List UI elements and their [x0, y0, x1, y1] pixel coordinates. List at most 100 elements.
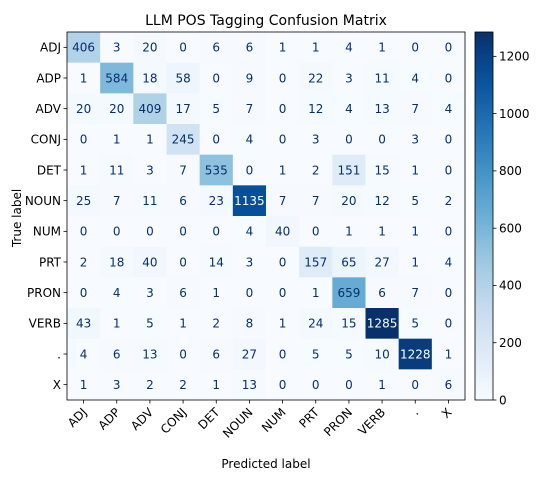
heatmap-cell — [365, 62, 399, 94]
heatmap-cell — [431, 62, 466, 94]
cell-value-label: 27 — [374, 255, 389, 269]
cell-value-label: 1 — [378, 225, 386, 239]
cell-value-label: 5 — [212, 102, 220, 116]
cell-value-label: 0 — [179, 255, 187, 269]
heatmap-cell — [67, 246, 101, 278]
cell-value-label: 0 — [445, 163, 453, 177]
y-tick-label-x: X — [53, 378, 61, 392]
heatmap-cell — [232, 185, 267, 217]
heatmap-cell — [133, 246, 167, 278]
heatmap-cell — [100, 185, 134, 217]
heatmap-cell — [232, 369, 267, 401]
cell-value-label: 9 — [246, 71, 254, 85]
heatmap-cell — [365, 216, 399, 247]
y-tick-label-adp: ADP — [36, 71, 61, 85]
heatmap-cell — [100, 62, 134, 94]
cell-value-label: 0 — [246, 286, 254, 300]
heatmap-cell — [431, 124, 466, 155]
cell-value-label: 20 — [109, 102, 124, 116]
heatmap-cell — [67, 308, 101, 339]
cell-value-label: 0 — [246, 163, 254, 177]
x-tick-label-pron: PRON — [321, 405, 355, 439]
heatmap-cell — [431, 308, 466, 339]
y-tick-label-verb: VERB — [29, 317, 61, 331]
cell-value-label: 2 — [146, 378, 154, 392]
cell-value-label: 22 — [308, 71, 323, 85]
heatmap-cell — [232, 62, 267, 94]
cell-value-label: 11 — [374, 71, 389, 85]
y-tick-label-pron: PRON — [27, 286, 61, 300]
heatmap-cell — [199, 154, 234, 186]
cell-value-label: 1 — [80, 163, 88, 177]
heatmap-cell — [133, 369, 167, 401]
cell-value-label: 1 — [312, 286, 320, 300]
cell-value-label: 18 — [142, 71, 157, 85]
cell-value-label: 0 — [345, 378, 353, 392]
heatmap-cell — [199, 246, 234, 278]
cell-value-label: 0 — [279, 71, 287, 85]
heatmap-cell — [365, 277, 399, 309]
heatmap-cell — [431, 185, 466, 217]
cell-value-label: 0 — [445, 317, 453, 331]
heatmap-cell — [431, 277, 466, 309]
cell-value-label: 0 — [445, 71, 453, 85]
heatmap-cell — [100, 124, 134, 155]
cell-value-label: 0 — [445, 286, 453, 300]
cell-value-label: 0 — [445, 225, 453, 239]
cell-value-label: 6 — [212, 41, 220, 55]
cell-value-label: 6 — [212, 347, 220, 361]
cell-value-label: 7 — [411, 286, 419, 300]
cell-value-label: 40 — [142, 255, 157, 269]
cell-value-label: 0 — [179, 347, 187, 361]
heatmap-cell — [100, 308, 134, 339]
cell-value-label: 7 — [411, 102, 419, 116]
cell-value-label: 0 — [411, 378, 419, 392]
heatmap-cell — [133, 124, 167, 155]
heatmap-cell — [67, 93, 101, 125]
cell-value-label: 1 — [179, 317, 187, 331]
cell-value-label: 6 — [445, 378, 453, 392]
heatmap-cell — [166, 308, 200, 339]
heatmap-cell — [398, 93, 433, 125]
heatmap-cell — [199, 338, 234, 370]
cell-value-label: 4 — [80, 347, 88, 361]
cell-value-label: 5 — [312, 347, 320, 361]
heatmap-cell — [166, 246, 200, 278]
heatmap-cell — [133, 32, 167, 63]
heatmap-cell — [67, 154, 101, 186]
cell-value-label: 1 — [146, 133, 154, 147]
cell-value-label: 1 — [411, 163, 419, 177]
y-tick-label-det: DET — [37, 163, 62, 177]
heatmap-cell — [398, 154, 433, 186]
heatmap-cell — [299, 185, 333, 217]
cell-value-label: 4 — [411, 71, 419, 85]
cell-value-label: 0 — [378, 133, 386, 147]
heatmap-cell — [332, 32, 366, 63]
cell-value-label: 7 — [179, 163, 187, 177]
cell-value-label: 12 — [308, 102, 323, 116]
heatmap-cell — [166, 32, 200, 63]
cell-value-label: 0 — [279, 133, 287, 147]
heatmap-cell — [431, 216, 466, 247]
x-tick-label-det: DET — [195, 405, 222, 432]
y-tick-label-num: NUM — [33, 225, 61, 239]
heatmap-cell — [166, 277, 200, 309]
heatmap-cell — [266, 62, 300, 94]
cell-value-label: 3 — [113, 378, 121, 392]
heatmap-cell — [299, 338, 333, 370]
cell-value-label: 11 — [142, 194, 157, 208]
y-tick-label-cat10: . — [57, 347, 61, 361]
colorbar-tick-label: 0 — [499, 393, 507, 407]
heatmap-cell — [266, 32, 300, 63]
cell-value-label: 20 — [142, 41, 157, 55]
cell-value-label: 0 — [312, 225, 320, 239]
heatmap-cell — [133, 277, 167, 309]
cell-value-label: 25 — [76, 194, 91, 208]
cell-value-label: 1 — [113, 133, 121, 147]
cell-value-label: 1 — [411, 255, 419, 269]
heatmap-cell — [398, 308, 433, 339]
cell-value-label: 0 — [279, 347, 287, 361]
heatmap-cell — [232, 216, 267, 247]
heatmap-cell — [133, 185, 167, 217]
